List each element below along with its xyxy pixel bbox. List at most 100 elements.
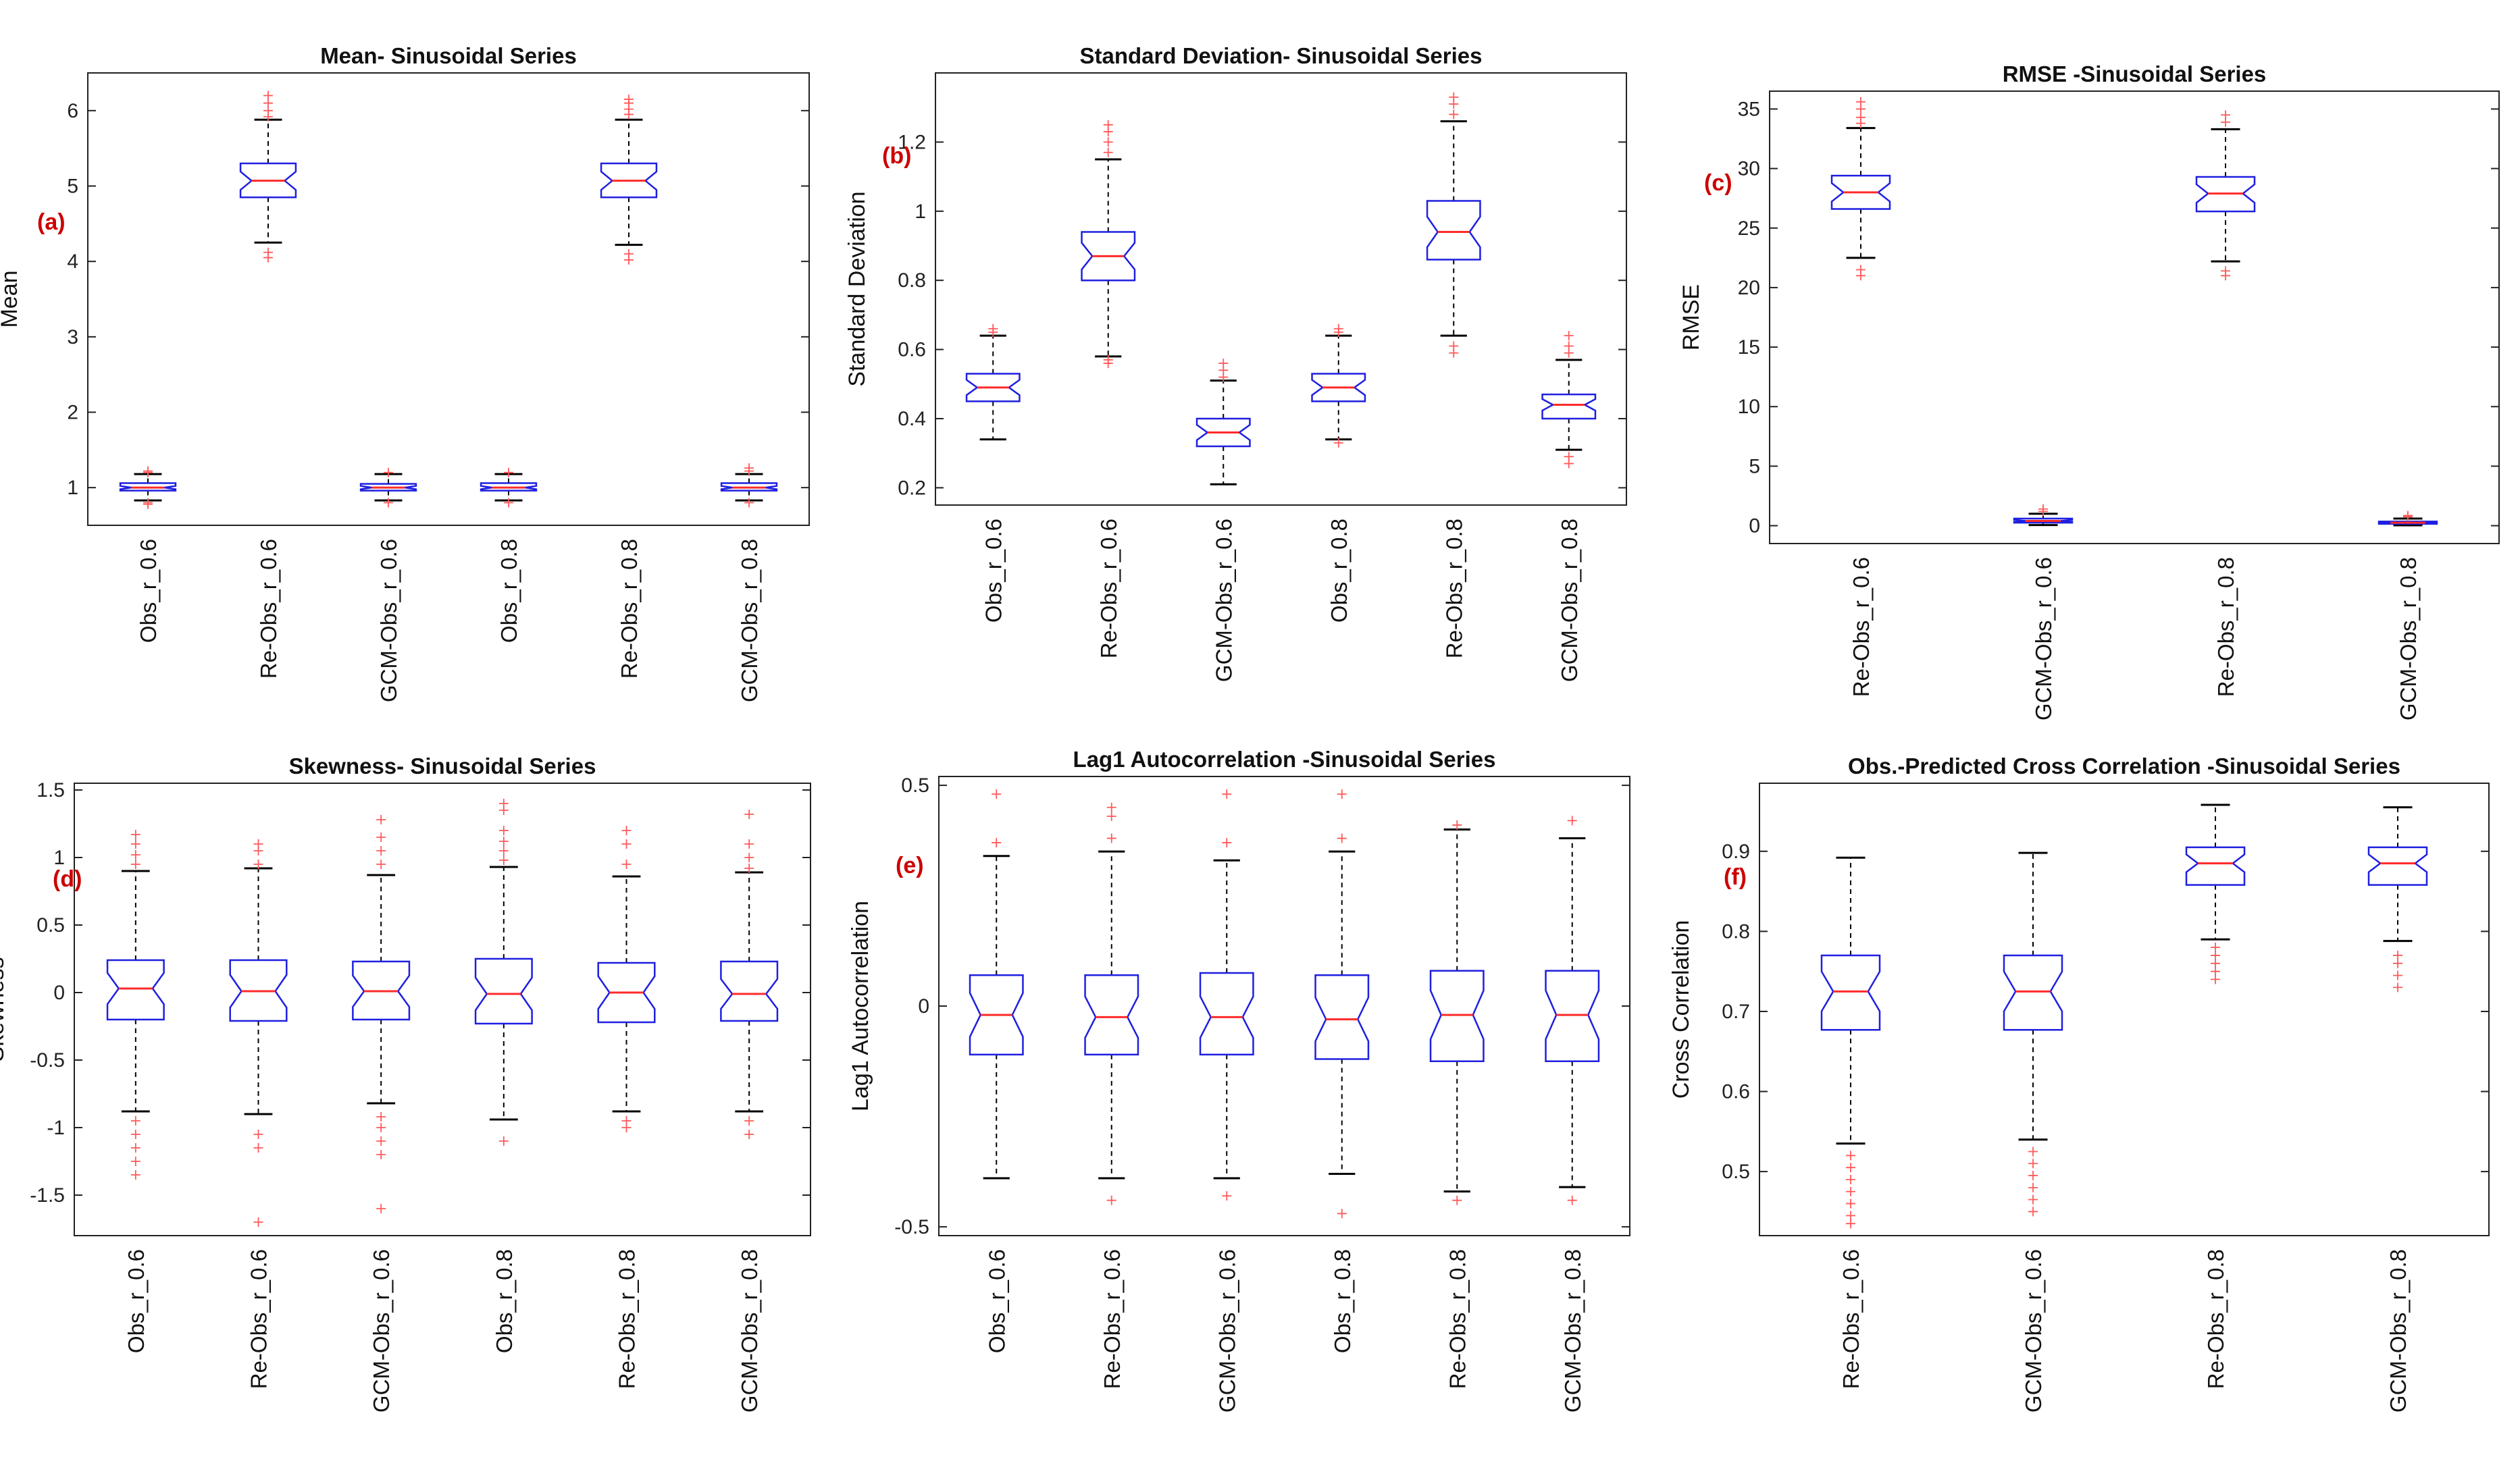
- outlier-marker: [130, 1143, 140, 1153]
- y-tick-label: 2: [67, 402, 78, 424]
- x-tick-label: Obs_r_0.6: [124, 1249, 149, 1353]
- outlier-marker: [1218, 359, 1229, 369]
- outlier-marker: [1449, 92, 1459, 102]
- outlier-marker: [130, 850, 140, 860]
- notched-box: [1199, 972, 1254, 1056]
- outlier-marker: [1846, 1186, 1855, 1196]
- notched-box: [1541, 393, 1597, 420]
- plot-frame: [87, 72, 810, 526]
- outlier-marker: [130, 860, 140, 869]
- outlier-marker: [1222, 838, 1232, 848]
- outlier-marker: [2393, 958, 2402, 968]
- outlier-marker: [384, 467, 393, 477]
- y-tick-label: 0: [918, 995, 929, 1018]
- outlier-marker: [1103, 354, 1113, 365]
- y-axis-label: Skewness: [0, 957, 9, 1062]
- outlier-marker: [1452, 1195, 1462, 1205]
- box-GCM-Obs_r_0.6: [1195, 359, 1251, 485]
- box-Re-Obs_r_0.6: [1830, 97, 1891, 281]
- outlier-marker: [2393, 970, 2402, 980]
- outlier-marker: [143, 466, 153, 476]
- panel-label: (b): [882, 143, 911, 169]
- x-tick-label: GCM-Obs_r_0.6: [1214, 1249, 1239, 1413]
- y-axis-label: Lag1 Autocorrelation: [848, 901, 873, 1111]
- y-tick-label: 1.5: [36, 779, 65, 801]
- outlier-marker: [263, 253, 273, 263]
- outlier-marker: [2028, 1171, 2038, 1181]
- outlier-marker: [263, 90, 273, 101]
- notched-box: [1426, 200, 1481, 261]
- box-GCM-Obs_r_0.6: [2003, 851, 2063, 1217]
- outlier-marker: [744, 463, 754, 473]
- y-tick-label: 35: [1738, 98, 1760, 120]
- outlier-marker: [2028, 1194, 2038, 1205]
- outlier-marker: [1449, 341, 1459, 351]
- outlier-marker: [376, 815, 386, 824]
- outlier-marker: [253, 860, 263, 869]
- x-tick-label: Re-Obs_r_0.6: [1100, 1249, 1125, 1389]
- y-tick-label: 0.5: [901, 774, 929, 797]
- outlier-marker: [2221, 271, 2230, 281]
- outlier-marker: [1846, 1219, 1855, 1229]
- outlier-marker: [621, 826, 632, 835]
- notched-box: [1820, 954, 1881, 1031]
- box-GCM-Obs_r_0.6: [352, 815, 411, 1213]
- chart-title: Skewness- Sinusoidal Series: [289, 754, 596, 779]
- outlier-marker: [2211, 966, 2220, 976]
- outlier-marker: [498, 826, 509, 835]
- outlier-marker: [130, 1130, 140, 1139]
- chart-panel-6: Obs.-Predicted Cross Correlation -Sinuso…: [1668, 754, 2490, 1413]
- outlier-marker: [504, 498, 513, 508]
- panel-label: (a): [37, 209, 66, 235]
- x-tick-label: Re-Obs_r_0.6: [1096, 519, 1121, 658]
- y-tick-label: 4: [67, 251, 78, 273]
- plot-frame: [1759, 783, 2490, 1236]
- box-Obs_r_0.6: [119, 466, 177, 509]
- outlier-marker: [2028, 1159, 2038, 1169]
- chart-panel-5: Lag1 Autocorrelation -Sinusoidal Series -…: [848, 747, 1630, 1413]
- y-tick-label: 20: [1738, 277, 1760, 299]
- plot-frame: [1769, 90, 2500, 544]
- outlier-marker: [1856, 97, 1866, 107]
- y-tick-label: 1: [53, 847, 65, 869]
- box-GCM-Obs_r_0.8: [720, 810, 779, 1139]
- x-tick-label: Re-Obs_r_0.8: [1445, 1249, 1470, 1389]
- x-tick-label: Re-Obs_r_0.8: [2213, 557, 2238, 697]
- y-axis-label: Standard Deviation: [844, 191, 870, 386]
- x-tick-label: GCM-Obs_r_0.8: [737, 1249, 762, 1413]
- x-tick-label: GCM-Obs_r_0.8: [737, 539, 762, 702]
- outlier-marker: [1564, 452, 1574, 462]
- y-axis-label: RMSE: [1678, 284, 1704, 350]
- outlier-marker: [744, 498, 754, 508]
- box-Re-Obs_r_0.6: [239, 90, 297, 263]
- x-tick-label: Re-Obs_r_0.8: [2203, 1249, 2228, 1389]
- plot-frame: [935, 72, 1627, 506]
- notched-box: [1084, 974, 1139, 1056]
- y-tick-label: 0.5: [1722, 1161, 1750, 1183]
- outlier-marker: [621, 839, 632, 849]
- box-GCM-Obs_r_0.6: [359, 467, 417, 508]
- outlier-marker: [1222, 789, 1232, 799]
- y-axis-label: Mean: [0, 270, 22, 327]
- outlier-marker: [2028, 1146, 2038, 1157]
- outlier-marker: [744, 839, 754, 849]
- outlier-marker: [624, 95, 634, 105]
- y-axis-label: Cross Correlation: [1668, 920, 1694, 1099]
- outlier-marker: [504, 467, 513, 477]
- outlier-marker: [1337, 789, 1347, 799]
- x-tick-label: Re-Obs_r_0.6: [256, 539, 281, 679]
- panel-label: (e): [896, 853, 924, 878]
- outlier-marker: [498, 846, 509, 855]
- outlier-marker: [1103, 137, 1113, 147]
- x-tick-label: GCM-Obs_r_0.8: [2396, 557, 2421, 720]
- box-Re-Obs_r_0.8: [2185, 803, 2246, 984]
- outlier-marker: [1106, 802, 1116, 812]
- outlier-marker: [988, 323, 998, 334]
- y-tick-label: -1.5: [30, 1184, 65, 1207]
- x-tick-label: Obs_r_0.6: [981, 519, 1006, 623]
- x-tick-label: Re-Obs_r_0.6: [1849, 557, 1874, 697]
- chart-panel-3: RMSE -Sinusoidal Series 0 5 10 15 20 25 30 35 RMS…: [1678, 61, 2500, 720]
- box-GCM-Obs_r_0.8: [1541, 331, 1597, 469]
- outlier-marker: [1103, 147, 1113, 157]
